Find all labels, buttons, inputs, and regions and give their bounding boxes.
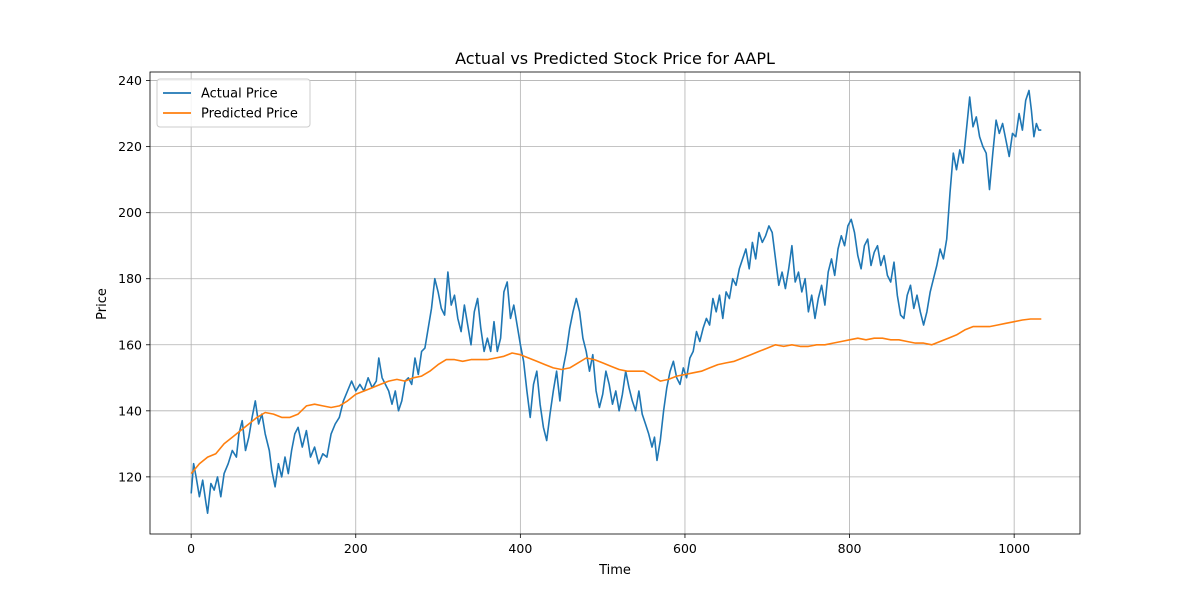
y-tick-label: 120 <box>118 469 142 484</box>
series-layer <box>190 89 1042 514</box>
legend: Actual Price Predicted Price <box>156 78 311 128</box>
y-tick-label: 220 <box>118 139 142 154</box>
legend-label-0: Actual Price <box>201 87 278 102</box>
predicted-price-line <box>190 318 1042 475</box>
y-tick-label: 200 <box>118 205 142 220</box>
legend-label-1: Predicted Price <box>201 107 298 122</box>
y-tick-label: 180 <box>118 271 142 286</box>
x-tick-label: 800 <box>838 541 862 556</box>
y-axis-label: Price <box>95 288 110 320</box>
chart-title: Actual vs Predicted Stock Price for AAPL <box>455 49 775 68</box>
x-tick-label: 200 <box>344 541 368 556</box>
x-axis-label: Time <box>598 563 631 578</box>
x-tick-label: 1000 <box>998 541 1030 556</box>
axis-ticks: 0 200 400 600 800 1000 120 140 160 180 200 220 240 <box>118 73 1030 556</box>
plot-frame <box>149 71 1081 535</box>
grid-lines <box>150 72 1080 534</box>
legend-box <box>156 78 311 128</box>
x-tick-label: 400 <box>508 541 532 556</box>
x-tick-label: 0 <box>187 541 195 556</box>
y-tick-label: 160 <box>118 337 142 352</box>
y-tick-label: 140 <box>118 403 142 418</box>
y-tick-label: 240 <box>118 73 142 88</box>
x-tick-label: 600 <box>673 541 697 556</box>
